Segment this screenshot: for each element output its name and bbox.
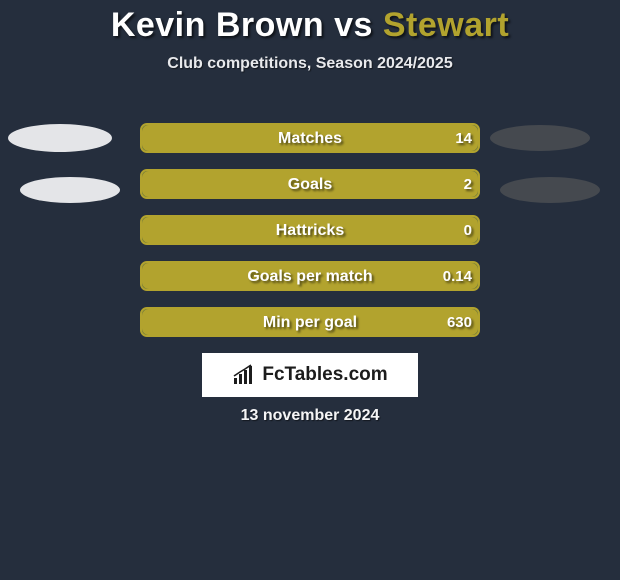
title-vs: vs — [334, 6, 373, 44]
stat-row: Goals per match0.14 — [0, 261, 620, 307]
bar-fill-right — [142, 171, 478, 197]
bar-bg — [140, 215, 480, 245]
title: Kevin Brown vs Stewart — [0, 0, 620, 45]
bar-bg — [140, 261, 480, 291]
blob — [490, 125, 590, 151]
value-right: 0 — [464, 215, 472, 245]
value-right: 0.14 — [443, 261, 472, 291]
bar-bg — [140, 307, 480, 337]
player2-name: Stewart — [383, 6, 509, 44]
value-right: 2 — [464, 169, 472, 199]
bar-bg — [140, 123, 480, 153]
bar-fill-right — [142, 125, 478, 151]
stat-row: Min per goal630 — [0, 307, 620, 353]
player1-name: Kevin Brown — [111, 6, 324, 44]
bar-fill-right — [142, 309, 478, 335]
bars-icon — [232, 364, 258, 386]
date-text: 13 november 2024 — [0, 407, 620, 425]
comparison-card: { "background_color": "#252e3d", "player… — [0, 0, 620, 580]
logo-text: FcTables.com — [262, 364, 387, 386]
stat-row: Hattricks0 — [0, 215, 620, 261]
value-right: 14 — [455, 123, 472, 153]
logo-box: FcTables.com — [202, 353, 418, 397]
blob — [500, 177, 600, 203]
value-right: 630 — [447, 307, 472, 337]
blob — [20, 177, 120, 203]
bar-bg — [140, 169, 480, 199]
bar-fill-right — [142, 217, 478, 243]
logo: FcTables.com — [232, 364, 387, 386]
blob — [8, 124, 112, 152]
stat-rows: Matches14Goals2Hattricks0Goals per match… — [0, 123, 620, 353]
subtitle: Club competitions, Season 2024/2025 — [0, 55, 620, 73]
bar-fill-right — [142, 263, 478, 289]
